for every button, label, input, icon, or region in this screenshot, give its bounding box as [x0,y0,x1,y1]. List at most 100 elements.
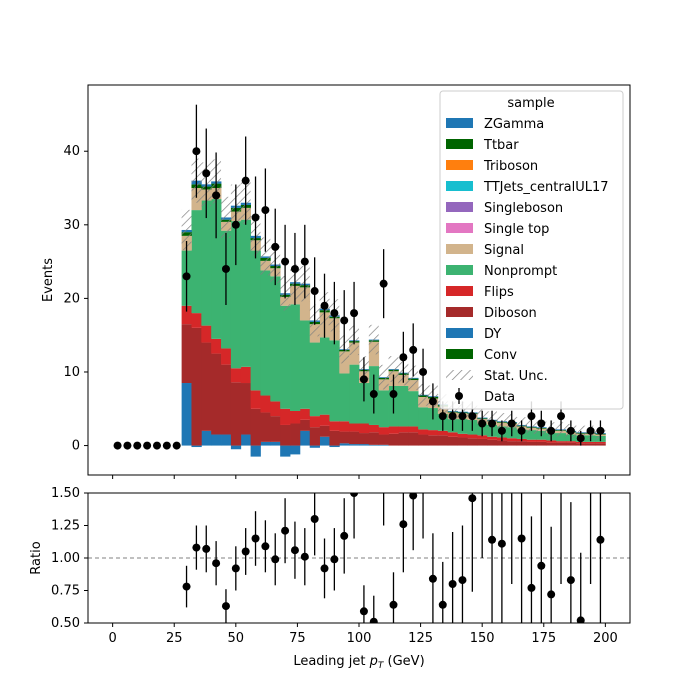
legend-swatch-signal [446,244,473,254]
bar-diboson-26 [437,435,449,446]
data-point-49 [596,426,605,435]
ratio-point-19 [369,617,378,623]
bar-flips-25 [427,430,439,436]
data-point-13 [241,176,250,185]
legend-label-diboson: Diboson [484,306,537,321]
bar-dy-12 [299,430,311,446]
legend-label-triboson: Triboson [483,159,538,174]
ratio-xtick-label: 150 [470,631,495,646]
ratio-point-18 [359,607,368,616]
data-point-48 [586,426,595,435]
bar-diboson-16 [339,431,350,444]
legend-label-ttjets-centralul17: TTJets_centralUL17 [483,180,609,195]
bar-nonprompt-3 [211,199,222,339]
legend-label-flips: Flips [484,285,514,300]
data-point-29 [399,353,408,362]
legend-swatch-triboson [446,160,473,170]
bar-nonprompt-8 [260,270,271,396]
bar-flips-37 [546,440,557,443]
ratio-point-11 [290,546,299,555]
bar-dy-16 [339,443,350,446]
data-point-46 [566,426,575,435]
bar-diboson-34 [516,441,527,446]
bar-diboson-27 [447,436,458,446]
bar-flips-41 [585,441,596,444]
bar-diboson-13 [309,427,320,446]
stat-unc-band-8 [260,237,271,276]
data-point-26 [369,390,378,399]
legend-swatch-stat-unc- [446,370,473,380]
legend-swatch-zgamma [446,118,473,128]
stat-unc-band-20 [378,364,389,390]
bar-flips-1 [191,313,202,328]
ratio-point-38 [557,476,565,484]
ratio-point-41 [587,476,595,484]
bar-nonprompt-35 [526,430,537,440]
legend-swatch-ttjets-centralul17 [446,181,473,191]
stat-unc-band-0 [181,209,192,251]
ratio-point-26 [438,600,447,609]
ratio-point-32 [497,539,506,548]
ratio-point-15 [330,555,339,564]
bar-dy-14 [319,436,330,446]
ratio-xtick-label: 100 [347,631,372,646]
bar-flips-22 [398,426,409,433]
ratio-x-axis-label: Leading jet pT (GeV) [293,654,424,671]
data-point-11 [221,264,230,273]
bar-flips-10 [280,408,291,425]
bar-flips-15 [329,421,340,431]
bar-nonprompt-23 [408,391,419,427]
bar-flips-6 [240,366,251,384]
bar-nonprompt-9 [270,276,281,402]
ratio-point-27 [448,580,457,588]
bar-diboson-21 [388,433,399,446]
ratio-plot-area [88,493,630,623]
data-point-31 [419,367,428,376]
legend-title: sample [507,96,554,111]
bar-diboson-1 [191,327,202,446]
ratio-ytick-label: 1.00 [51,551,80,566]
bar-flips-3 [211,338,222,354]
data-point-37 [478,419,487,428]
bar-dy-3 [211,434,222,446]
bar-dy-10 [280,445,291,457]
main-ytick-label: 0 [72,439,80,454]
ratio-point-5 [231,564,240,573]
bar-diboson-31 [487,439,498,446]
bar-nonprompt-38 [556,433,567,442]
bar-dy-18 [359,444,370,446]
ratio-ytick-label: 1.50 [51,486,80,501]
ratio-point-22 [399,520,408,529]
bar-dy-11 [290,445,301,455]
main-x-axis [112,475,606,479]
bar-dy-4 [221,434,232,446]
ratio-point-9 [271,555,280,564]
data-point-32 [428,397,437,406]
bar-nonprompt-13 [309,342,320,417]
main-plot-marks [113,104,606,457]
ratio-ytick-label: 1.25 [51,519,80,534]
bar-flips-9 [270,401,281,417]
data-point-1 [123,441,132,450]
ratio-point-8 [261,542,270,551]
bar-diboson-12 [299,419,311,431]
data-point-14 [251,213,260,222]
ratio-point-40 [576,616,585,623]
bar-diboson-24 [418,434,429,446]
bar-flips-8 [260,395,271,413]
ratio-plot-panel: 0.50 0.75 1.00 1.25 1.50 0 25 50 75 100 125 150 175… [29,476,631,671]
ratio-y-axis-label: Ratio [29,541,44,574]
legend-label-data: Data [484,390,515,405]
bar-flips-20 [378,427,389,435]
bar-diboson-0 [181,324,192,384]
data-point-43 [537,419,546,428]
ratio-point-12 [300,552,309,561]
bar-diboson-6 [240,383,251,435]
bar-diboson-11 [290,423,301,446]
data-point-2 [133,441,142,450]
bar-diboson-37 [546,442,557,446]
bar-diboson-29 [467,438,478,446]
bar-diboson-9 [270,416,281,442]
data-point-24 [350,309,359,318]
ratio-point-1 [192,543,201,552]
